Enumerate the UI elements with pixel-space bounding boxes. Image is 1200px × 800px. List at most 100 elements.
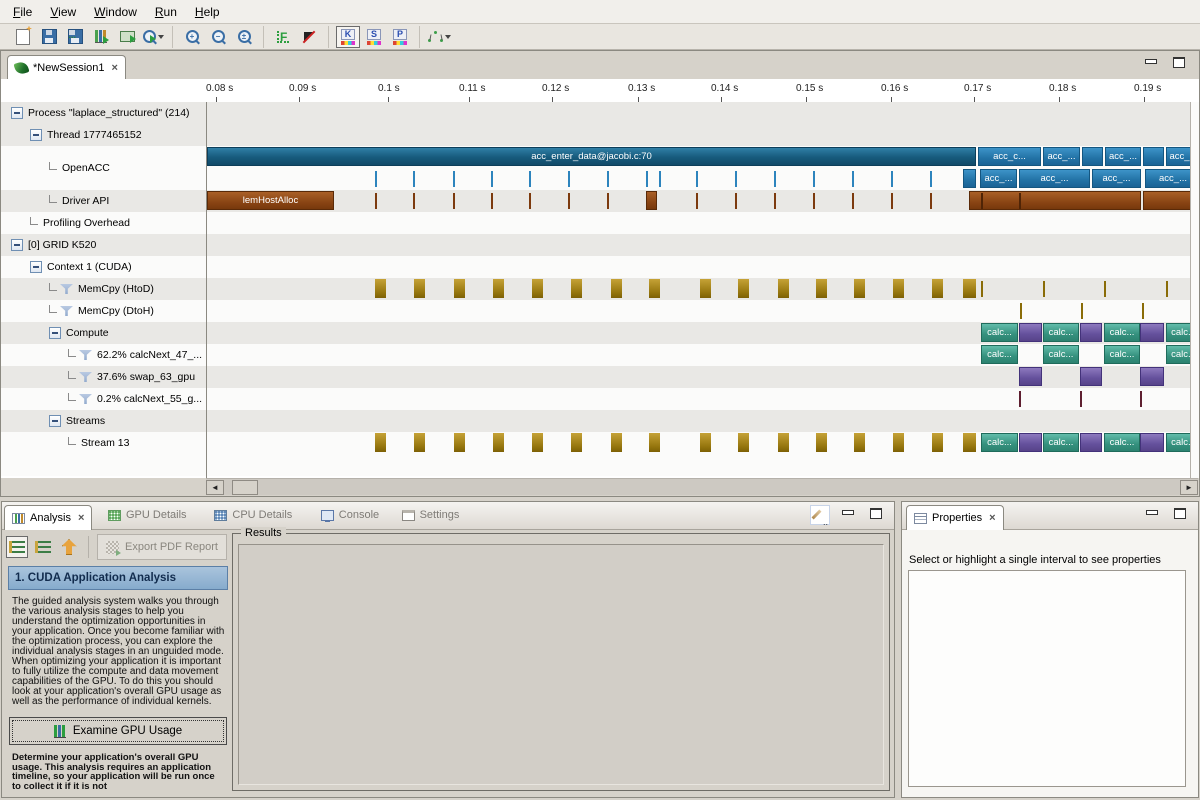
timeline-interval[interactable]: [453, 193, 455, 209]
scroll-left-button[interactable]: ◄: [206, 480, 224, 495]
menu-file[interactable]: File: [13, 4, 33, 19]
timeline-interval[interactable]: [532, 433, 543, 452]
timeline-interval[interactable]: [1080, 367, 1102, 386]
menu-window[interactable]: Window: [94, 4, 137, 19]
timeline-interval[interactable]: [1080, 391, 1082, 407]
timeline-interval[interactable]: acc_...: [1166, 147, 1192, 166]
timeline-interval[interactable]: [454, 433, 465, 452]
timeline-interval[interactable]: [611, 279, 622, 298]
maximize-icon[interactable]: [870, 508, 882, 519]
timeline-interval[interactable]: acc_enter_data@jacobi.c:70: [207, 147, 976, 166]
timeline-interval[interactable]: [969, 191, 1141, 210]
timeline-interval[interactable]: [774, 193, 776, 209]
horizontal-scrollbar[interactable]: ◄ ►: [206, 478, 1198, 495]
filter-icon[interactable]: [60, 306, 73, 316]
timeline-interval[interactable]: calc...: [1104, 323, 1140, 342]
tab-settings[interactable]: Settings: [394, 504, 468, 526]
timeline-interval[interactable]: [1019, 323, 1042, 342]
timeline-interval[interactable]: [700, 433, 711, 452]
timeline-interval[interactable]: [738, 433, 749, 452]
timeline-interval[interactable]: calc...: [1043, 433, 1079, 452]
examine-gpu-usage-button[interactable]: Examine GPU Usage: [9, 717, 227, 745]
timeline-interval[interactable]: [893, 279, 904, 298]
dropdown-caret-icon[interactable]: [157, 34, 164, 39]
timeline-interval[interactable]: [607, 193, 609, 209]
group-by-kernel-button[interactable]: K: [336, 25, 360, 48]
timeline-interval[interactable]: [852, 193, 854, 209]
pen-menu-icon[interactable]: [810, 505, 830, 527]
tree-item-compute[interactable]: Compute: [49, 322, 204, 344]
timeline-interval[interactable]: calc...: [981, 345, 1018, 364]
save-all-button[interactable]: [63, 26, 87, 48]
tree-item-thread-1777465152[interactable]: Thread 1777465152: [30, 124, 204, 146]
timeline-interval[interactable]: [375, 171, 377, 187]
timeline-interval[interactable]: [646, 191, 657, 210]
timeline-interval[interactable]: calc...: [1166, 433, 1192, 452]
guided-analysis-button[interactable]: [6, 536, 28, 558]
timeline-interval[interactable]: [659, 171, 661, 187]
timeline-interval[interactable]: [491, 193, 493, 209]
timeline-interval[interactable]: [816, 433, 827, 452]
tree-item-openacc[interactable]: OpenACC: [49, 146, 204, 190]
timeline-interval[interactable]: [375, 433, 386, 452]
zoom-in-button[interactable]: +: [180, 26, 204, 48]
filter-icon[interactable]: [60, 284, 73, 294]
timeline-interval[interactable]: [963, 169, 976, 188]
collapse-icon[interactable]: [49, 327, 61, 339]
timeline-interval[interactable]: [963, 279, 976, 298]
timeline-interval[interactable]: calc...: [981, 323, 1018, 342]
tab-gpu-details[interactable]: GPU Details: [100, 504, 195, 526]
timeline-interval[interactable]: [532, 279, 543, 298]
timeline-interval[interactable]: [1081, 303, 1083, 319]
timeline-interval[interactable]: [930, 171, 932, 187]
timeline-interval[interactable]: [735, 171, 737, 187]
run-generate-timeline-button[interactable]: [89, 26, 113, 48]
timeline-interval[interactable]: [1143, 147, 1164, 166]
timeline-interval[interactable]: calc...: [1104, 433, 1140, 452]
timeline-interval[interactable]: [649, 279, 660, 298]
menu-view[interactable]: View: [50, 4, 77, 19]
run-rename-button[interactable]: [115, 26, 139, 48]
timeline-interval[interactable]: [891, 171, 893, 187]
tree-item-memcpy-dtoh[interactable]: MemCpy (DtoH): [49, 300, 204, 322]
timeline-interval[interactable]: [1019, 391, 1021, 407]
menu-run[interactable]: Run: [154, 4, 177, 19]
tree-item-profiling-overhead[interactable]: Profiling Overhead: [30, 212, 204, 234]
unguided-analysis-button[interactable]: [32, 536, 54, 558]
timeline-interval[interactable]: [1140, 433, 1164, 452]
timeline-interval[interactable]: [1143, 191, 1192, 210]
timeline-interval[interactable]: [414, 433, 425, 452]
timeline-interval[interactable]: [493, 279, 504, 298]
tree-item-stream-13[interactable]: Stream 13: [68, 432, 204, 454]
timeline-interval[interactable]: acc_c...: [978, 147, 1041, 166]
tree-item-0-grid-k520[interactable]: [0] GRID K520: [11, 234, 204, 256]
timeline-interval[interactable]: calc...: [1166, 345, 1192, 364]
timeline-interval[interactable]: [491, 171, 493, 187]
timeline-interval[interactable]: [413, 171, 415, 187]
timeline-interval[interactable]: [568, 171, 570, 187]
timeline-interval[interactable]: acc_...: [1105, 147, 1141, 166]
timeline-interval[interactable]: [1142, 303, 1144, 319]
close-icon[interactable]: ×: [989, 512, 996, 524]
dependency-analysis-button[interactable]: [427, 26, 451, 48]
tree-item-memcpy-htod[interactable]: MemCpy (HtoD): [49, 278, 204, 300]
tab-analysis[interactable]: Analysis ×: [4, 505, 93, 530]
timeline-interval[interactable]: [529, 171, 531, 187]
timeline-interval[interactable]: acc_...: [980, 169, 1017, 188]
timeline-interval[interactable]: [1019, 193, 1021, 209]
timeline-interval[interactable]: [571, 433, 582, 452]
zoom-fit-button[interactable]: ±: [232, 26, 256, 48]
timeline-interval[interactable]: [611, 433, 622, 452]
group-by-process-button[interactable]: P: [388, 26, 412, 48]
timeline-interval[interactable]: [1080, 433, 1102, 452]
timeline-interval[interactable]: calc...: [1043, 345, 1079, 364]
timeline-interval[interactable]: [646, 171, 648, 187]
timeline-interval[interactable]: [1140, 323, 1164, 342]
timeline-interval[interactable]: [1082, 147, 1103, 166]
group-by-stream-button[interactable]: S: [362, 26, 386, 48]
timeline-interval[interactable]: [649, 433, 660, 452]
timeline-interval[interactable]: [571, 279, 582, 298]
timeline-interval[interactable]: [414, 279, 425, 298]
timeline-interval[interactable]: [493, 433, 504, 452]
minimize-icon[interactable]: [842, 508, 854, 518]
